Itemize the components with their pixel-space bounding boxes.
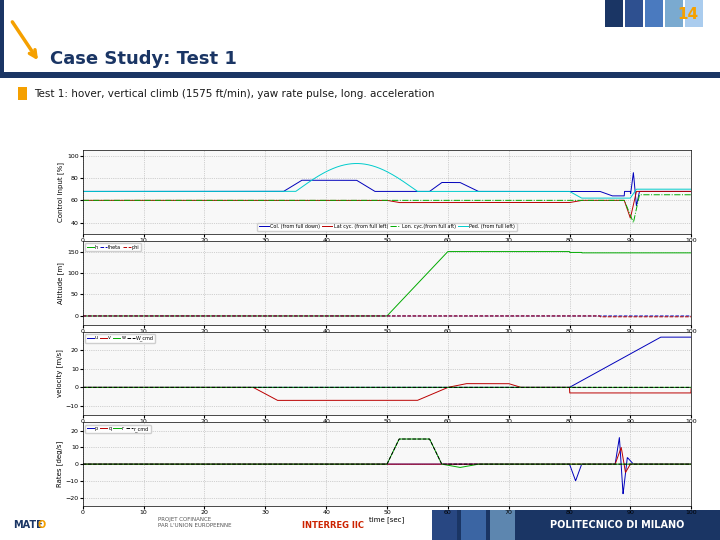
Text: O: O: [37, 520, 45, 530]
Line: Col. (from full down): Col. (from full down): [83, 173, 691, 206]
Bar: [605, 0, 623, 28]
Col. (from full down): [670, 188, 678, 194]
Col. (from full down): [670, 188, 678, 194]
Text: Case Study: Test 1: Case Study: Test 1: [50, 50, 238, 68]
Lon. cyc.(from full aft): [670, 192, 678, 198]
Lat cyc. (from full left): [374, 197, 383, 204]
X-axis label: time [sec]: time [sec]: [369, 335, 405, 342]
Col. (from full down): [358, 181, 366, 187]
Lat cyc. (from full left): [557, 199, 566, 206]
Lon. cyc.(from full aft): [78, 197, 87, 204]
Bar: [685, 0, 703, 28]
Lat cyc. (from full left): [632, 188, 641, 194]
Ped. (from full left): [558, 188, 567, 194]
Text: INTERREG IIC: INTERREG IIC: [302, 521, 364, 530]
Col. (from full down): [632, 202, 641, 209]
Ped. (from full left): [670, 186, 678, 192]
X-axis label: time [sec]: time [sec]: [369, 426, 405, 433]
Lon. cyc.(from full aft): [109, 197, 118, 204]
Bar: [18, 87, 27, 100]
X-axis label: time [sec]: time [sec]: [369, 517, 405, 523]
Legend: Col. (from full down), Lat cyc. (from full left), Lon. cyc.(from full aft), Ped.: Col. (from full down), Lat cyc. (from fu…: [258, 222, 516, 231]
Lon. cyc.(from full aft): [636, 192, 644, 198]
Lat cyc. (from full left): [626, 215, 634, 221]
Bar: [645, 0, 663, 28]
Lat cyc. (from full left): [670, 188, 678, 194]
Col. (from full down): [374, 188, 383, 194]
Ped. (from full left): [359, 160, 367, 167]
Y-axis label: velocity [m/s]: velocity [m/s]: [56, 349, 63, 397]
Bar: [490, 510, 515, 540]
Lon. cyc.(from full aft): [358, 197, 366, 204]
Y-axis label: Rates [deg/s]: Rates [deg/s]: [56, 441, 63, 487]
Text: MATE: MATE: [13, 520, 42, 530]
Ped. (from full left): [687, 186, 696, 192]
Lat cyc. (from full left): [109, 197, 118, 204]
Legend: h, theta, phi: h, theta, phi: [85, 244, 140, 251]
Bar: [432, 510, 457, 540]
Text: 14: 14: [678, 6, 698, 22]
Ped. (from full left): [374, 165, 383, 171]
Col. (from full down): [78, 188, 87, 194]
Lon. cyc.(from full aft): [629, 219, 638, 226]
Lat cyc. (from full left): [687, 188, 696, 194]
Ped. (from full left): [78, 188, 87, 194]
Bar: [461, 510, 486, 540]
Lat cyc. (from full left): [78, 197, 87, 204]
Col. (from full down): [629, 170, 638, 176]
Lat cyc. (from full left): [358, 197, 366, 204]
Legend: u, v, w, W_cmd: u, v, w, W_cmd: [85, 334, 155, 342]
Ped. (from full left): [577, 195, 586, 201]
Lon. cyc.(from full aft): [687, 192, 696, 198]
Bar: [0, 72, 720, 78]
Col. (from full down): [557, 188, 566, 194]
Lon. cyc.(from full aft): [670, 192, 678, 198]
Y-axis label: Control Input [%]: Control Input [%]: [58, 162, 64, 222]
Lat cyc. (from full left): [670, 188, 678, 194]
Lon. cyc.(from full aft): [557, 197, 566, 204]
Text: Test 1: hover, vertical climb (1575 ft/min), yaw rate pulse, long. acceleration: Test 1: hover, vertical climb (1575 ft/m…: [35, 89, 435, 99]
Bar: [0, 0, 4, 78]
Bar: [432, 510, 720, 540]
X-axis label: time [sec]: time [sec]: [369, 245, 405, 251]
Line: Ped. (from full left): Ped. (from full left): [83, 164, 691, 198]
Ped. (from full left): [109, 188, 118, 194]
Text: PROJET COFINANCE
PAR L'UNION EUROPEENNE: PROJET COFINANCE PAR L'UNION EUROPEENNE: [158, 517, 232, 528]
Line: Lat cyc. (from full left): Lat cyc. (from full left): [83, 191, 691, 218]
Col. (from full down): [109, 188, 118, 194]
Bar: [665, 0, 683, 28]
Ped. (from full left): [352, 160, 361, 167]
Col. (from full down): [687, 188, 696, 194]
Bar: [625, 0, 643, 28]
Ped. (from full left): [670, 186, 678, 192]
Lon. cyc.(from full aft): [374, 197, 383, 204]
Legend: p, q, r, r_cmd: p, q, r, r_cmd: [85, 425, 150, 433]
Y-axis label: Altitude [m]: Altitude [m]: [58, 262, 64, 303]
Text: POLITECNICO DI MILANO: POLITECNICO DI MILANO: [549, 520, 684, 530]
Line: Lon. cyc.(from full aft): Lon. cyc.(from full aft): [83, 195, 691, 222]
